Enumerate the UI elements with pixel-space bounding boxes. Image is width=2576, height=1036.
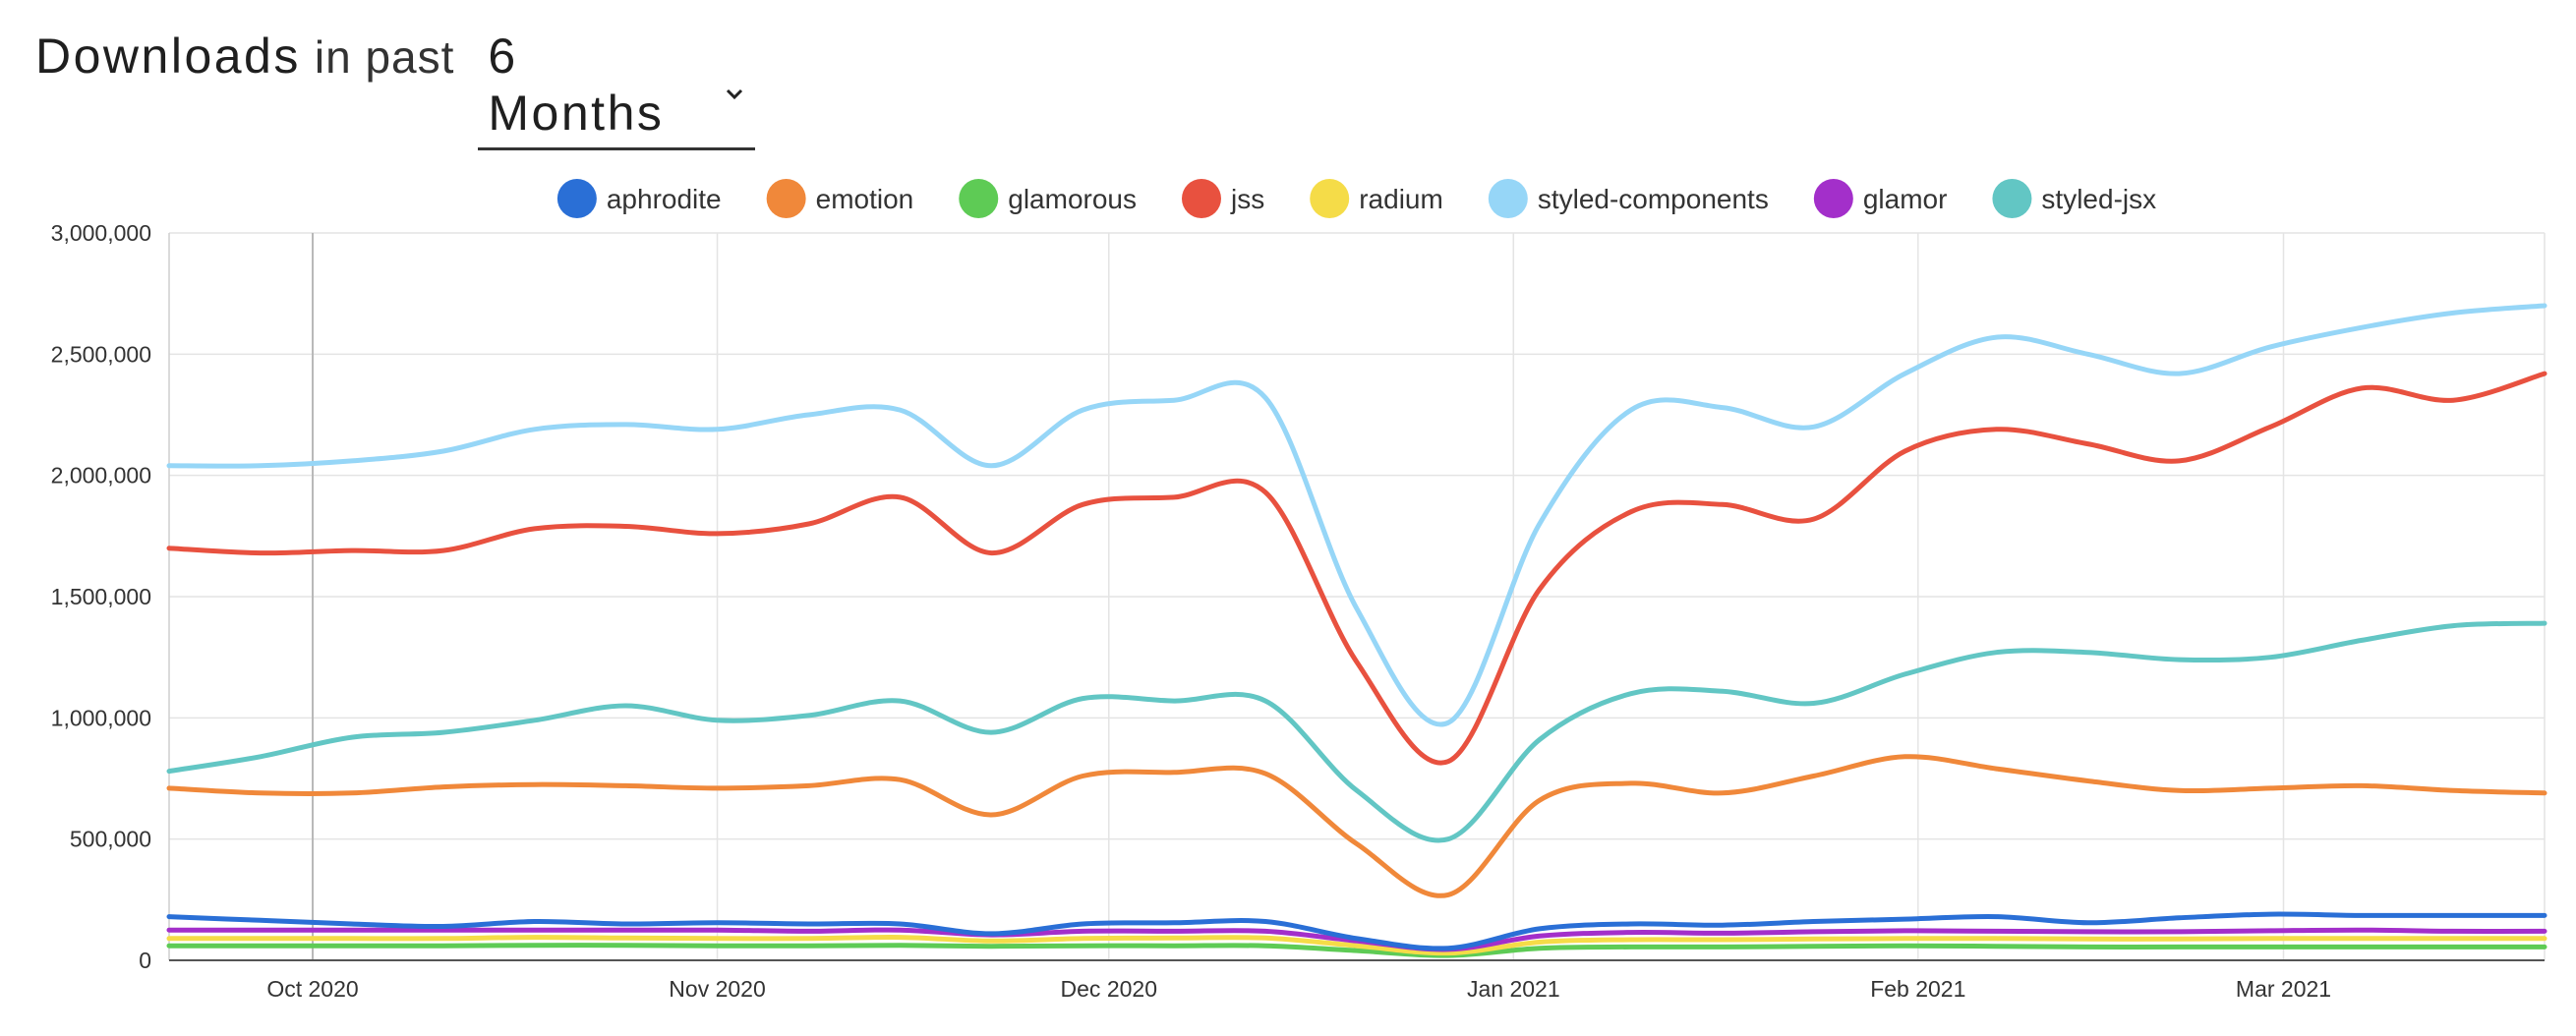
x-tick-label: Mar 2021 [2236, 976, 2331, 1002]
legend-label-styled-components[interactable]: styled-components [1538, 184, 1769, 214]
downloads-header: Downloads in past 6 Months [35, 28, 756, 150]
chevron-down-icon [724, 56, 745, 113]
y-tick-label: 0 [139, 948, 151, 973]
y-tick-label: 3,000,000 [51, 220, 151, 246]
x-tick-label: Feb 2021 [1870, 976, 1965, 1002]
header-title: Downloads [35, 29, 301, 84]
y-tick-label: 1,000,000 [51, 705, 151, 730]
legend-dot-glamorous[interactable] [959, 179, 999, 218]
downloads-line-chart: 0 500,000 1,000,000 1,500,000 2,000,000 2,500… [51, 179, 2547, 1002]
legend-dot-emotion[interactable] [766, 179, 806, 218]
y-tick-label: 2,000,000 [51, 463, 151, 489]
legend-label-radium[interactable]: radium [1359, 184, 1443, 214]
legend-dot-jss[interactable] [1181, 179, 1221, 218]
legend-label-aphrodite[interactable]: aphrodite [607, 184, 722, 214]
legend-dot-styled-jsx[interactable] [1992, 179, 2032, 218]
series-line-styled-jsx [166, 620, 2547, 843]
series-line-aphrodite [166, 911, 2547, 951]
legend-dot-styled-components[interactable] [1488, 179, 1528, 218]
y-tick-label: 1,500,000 [51, 584, 151, 609]
x-tick-label: Jan 2021 [1467, 976, 1560, 1002]
legend-dot-radium[interactable] [1310, 179, 1350, 218]
period-dropdown-value: 6 Months [488, 29, 665, 141]
series-line-jss [166, 371, 2547, 766]
legend-label-jss[interactable]: jss [1230, 184, 1264, 214]
legend-label-glamor[interactable]: glamor [1863, 184, 1948, 214]
legend-dot-aphrodite[interactable] [556, 179, 597, 218]
x-tick-label: Nov 2020 [669, 976, 765, 1002]
x-tick-label: Oct 2020 [266, 976, 358, 1002]
legend-label-glamorous[interactable]: glamorous [1008, 184, 1137, 214]
header-subtitle: in past [314, 31, 455, 83]
legend-label-styled-jsx[interactable]: styled-jsx [2041, 184, 2156, 214]
period-dropdown[interactable]: 6 Months [478, 28, 756, 150]
series-line-radium [166, 935, 2547, 956]
series-line-glamorous [166, 943, 2547, 958]
y-tick-label: 2,500,000 [51, 341, 151, 367]
legend-label-emotion[interactable]: emotion [816, 184, 914, 214]
series-line-styled-components [166, 303, 2547, 727]
x-tick-label: Dec 2020 [1061, 976, 1157, 1002]
series-line-emotion [166, 754, 2547, 898]
legend-dot-glamor[interactable] [1813, 179, 1853, 218]
y-tick-label: 500,000 [70, 827, 151, 852]
